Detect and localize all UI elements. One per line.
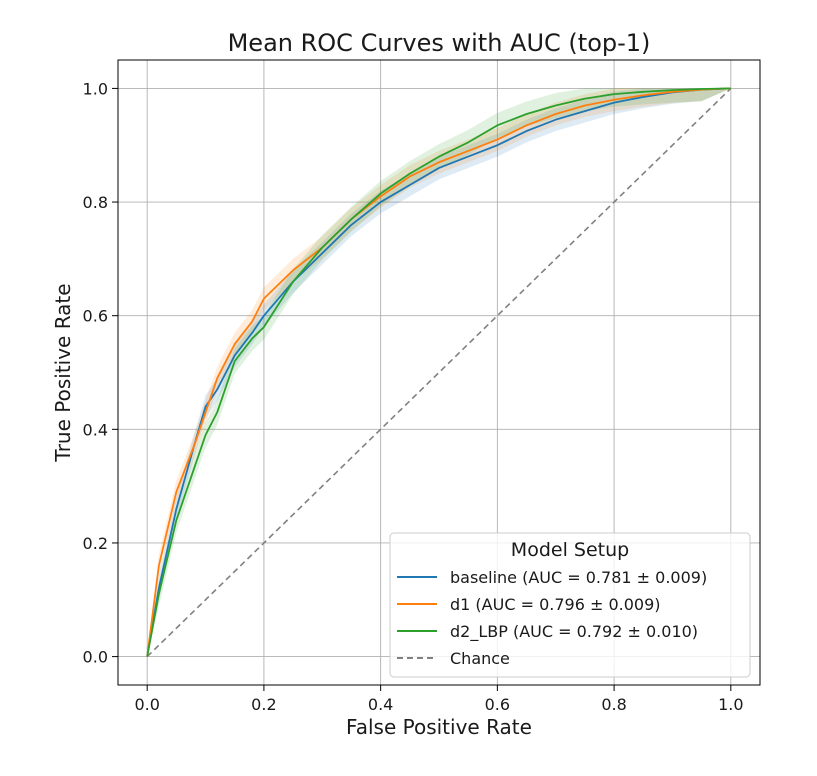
y-tick-label: 0.8 [83, 193, 108, 212]
legend: Model Setup baseline (AUC = 0.781 ± 0.00… [389, 532, 751, 678]
y-tick-label: 0.4 [83, 420, 108, 439]
legend-label: d2_LBP (AUC = 0.792 ± 0.010) [450, 622, 698, 642]
axis-ticks: 0.0 0.2 0.4 0.6 0.8 1.0 0.0 0.2 0.4 0.6 0.8 1.0 [83, 79, 744, 714]
legend-entries: baseline (AUC = 0.781 ± 0.009) d1 (AUC = … [397, 568, 707, 668]
y-tick-label: 0.2 [83, 534, 108, 553]
plot-frame [117, 59, 761, 686]
chance-line [146, 87, 732, 658]
y-tick-label: 0.6 [83, 307, 108, 326]
legend-label: Chance [450, 649, 510, 668]
legend-label: d1 (AUC = 0.796 ± 0.009) [450, 595, 661, 614]
legend-box [389, 532, 751, 678]
x-tick-label: 0.0 [134, 695, 159, 714]
series-line-0 [146, 87, 731, 657]
series-line-2 [146, 87, 731, 657]
series-line-1 [146, 87, 731, 657]
x-tick-label: 1.0 [718, 695, 743, 714]
legend-title: Model Setup [511, 539, 629, 561]
x-tick-label: 0.2 [251, 695, 276, 714]
y-axis-label: True Positive Rate [51, 283, 75, 462]
x-tick-label: 0.6 [485, 695, 510, 714]
y-tick-label: 1.0 [83, 79, 108, 98]
x-axis-label: False Positive Rate [346, 715, 532, 739]
legend-label: baseline (AUC = 0.781 ± 0.009) [450, 568, 707, 587]
series-lines [146, 87, 732, 658]
chart-title: Mean ROC Curves with AUC (top-1) [228, 29, 651, 57]
x-tick-label: 0.8 [601, 695, 626, 714]
x-tick-label: 0.4 [368, 695, 393, 714]
grid [118, 60, 760, 685]
y-tick-label: 0.0 [83, 648, 108, 667]
